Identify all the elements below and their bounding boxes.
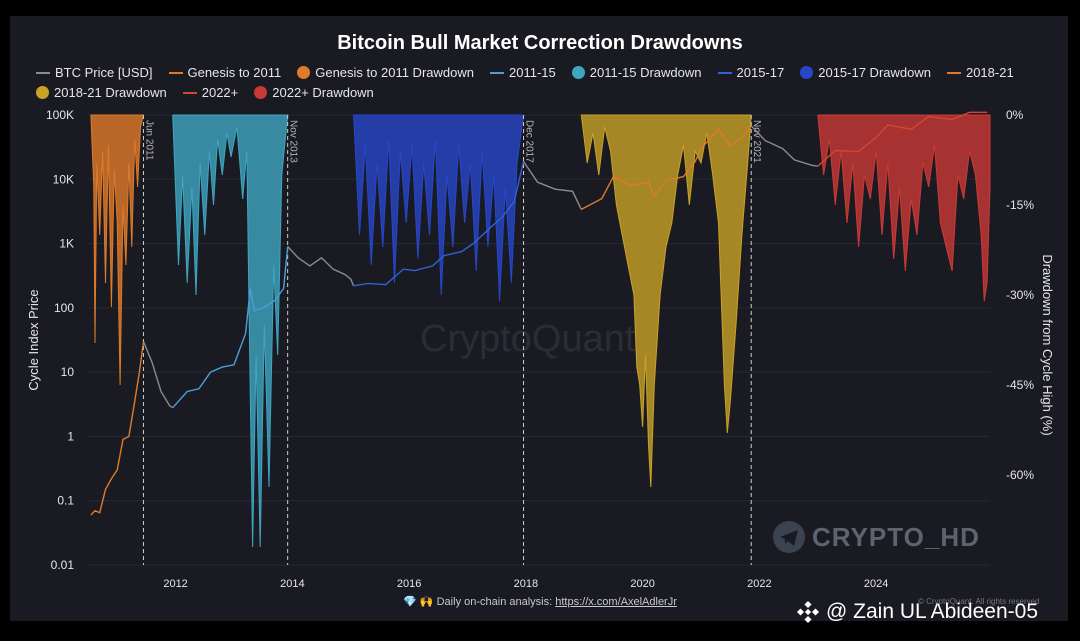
legend-item[interactable]: 2011-15 [489, 64, 556, 81]
legend-item[interactable]: 2011-15 Drawdown [571, 64, 702, 81]
legend-dot-swatch [254, 86, 268, 99]
y-tick-label: 10K [53, 172, 74, 186]
x-tick-label: 2018 [514, 578, 538, 590]
y-tick-label: 0.01 [51, 558, 75, 572]
y2-tick-label: -45% [1006, 378, 1034, 392]
cycle-marker-label: Nov 2021 [751, 120, 762, 163]
crypto-hd-watermark: CRYPTO_HD [772, 520, 980, 554]
crypto-hd-text: CRYPTO_HD [812, 521, 980, 552]
price-line [353, 161, 525, 287]
legend-line-swatch [182, 91, 197, 94]
x-tick-label: 2020 [630, 578, 654, 590]
cycle-marker-label: Nov 2013 [288, 120, 299, 163]
legend-label: 2018-21 Drawdown [54, 85, 167, 100]
legend-label: 2018-21 [965, 65, 1014, 80]
legend-item[interactable]: 2018-21 [946, 64, 1014, 81]
x-tick-label: 2016 [397, 578, 421, 590]
y-tick-label: 100 [54, 301, 74, 315]
y2-axis-label: Drawdown from Cycle High (%) [1040, 254, 1055, 435]
legend-line-swatch [36, 71, 50, 74]
y-tick-label: 0.1 [57, 494, 74, 508]
legend-line-swatch [717, 71, 732, 74]
legend-label: 2015-17 Drawdown [818, 65, 931, 80]
y-axis-label: Cycle Index Price [26, 289, 41, 390]
y-tick-label: 100K [46, 108, 74, 122]
y2-tick-label: 0% [1006, 108, 1024, 122]
price-line [580, 125, 752, 211]
cryptoquant-watermark: CryptoQuant [420, 318, 636, 360]
x-tick-label: 2022 [747, 578, 771, 590]
legend-label: 2011-15 [508, 65, 556, 80]
user-watermark-text: @ Zain UL Abideen-05 [826, 600, 1038, 623]
user-watermark: @ Zain UL Abideen-05 [796, 600, 1038, 624]
price-line [817, 111, 988, 167]
legend-label: 2011-15 Drawdown [589, 65, 702, 80]
legend-label: BTC Price [USD] [55, 65, 153, 80]
legend-line-swatch [489, 71, 504, 74]
copyright-credit: © CryptoQuant. All rights reserved [918, 597, 1040, 606]
legend-item[interactable]: 2015-17 Drawdown [800, 64, 931, 81]
footer-prefix: 💎 🙌 Daily on-chain analysis: [403, 596, 553, 608]
legend-label: 2022+ [201, 85, 239, 100]
legend-item[interactable]: Genesis to 2011 Drawdown [297, 64, 474, 81]
price-line [522, 161, 582, 210]
legend-line-swatch [946, 71, 961, 74]
legend-dot-swatch [571, 66, 585, 79]
legend-item[interactable]: 2022+ Drawdown [254, 84, 374, 101]
chart-title: Bitcoin Bull Market Correction Drawdowns [337, 32, 743, 54]
x-tick-label: 2012 [163, 578, 187, 590]
telegram-icon [773, 521, 805, 553]
y2-tick-label: -60% [1006, 468, 1034, 482]
legend-dot-swatch [800, 66, 814, 79]
legend-item[interactable]: 2015-17 [717, 64, 785, 81]
price-line [750, 125, 818, 167]
legend-label: Genesis to 2011 Drawdown [315, 65, 474, 80]
cycle-marker-label: Dec 2017 [524, 120, 535, 163]
footer: 💎 🙌 Daily on-chain analysis: https://x.c… [0, 595, 1080, 608]
drawdown-area [817, 114, 991, 302]
drawdown-area [90, 114, 145, 386]
legend-item[interactable]: Genesis to 2011 [168, 64, 282, 81]
y-tick-label: 1 [67, 429, 74, 443]
drawdown-area [172, 114, 289, 548]
binance-icon [796, 600, 820, 624]
price-line [142, 341, 174, 409]
legend-item[interactable]: BTC Price [USD] [36, 64, 153, 81]
y-tick-label: 1K [59, 237, 74, 251]
cycle-marker-label: Jun 2011 [143, 120, 154, 161]
y2-tick-label: -30% [1006, 288, 1034, 302]
price-line [172, 246, 289, 409]
legend-item[interactable]: 2018-21 Drawdown [36, 84, 167, 101]
y-tick-label: 10 [61, 365, 75, 379]
legend-label: 2022+ Drawdown [272, 85, 374, 100]
legend-item[interactable]: 2022+ [182, 84, 239, 101]
y2-tick-label: -15% [1006, 198, 1034, 212]
price-line [90, 341, 145, 516]
drawdown-area [353, 114, 524, 302]
legend-line-swatch [168, 71, 183, 74]
price-line [287, 246, 355, 287]
legend-label: Genesis to 2011 [187, 65, 282, 80]
x-tick-label: 2024 [864, 578, 888, 590]
legend-dot-swatch [297, 66, 311, 79]
legend-label: 2015-17 [736, 65, 785, 80]
chart-legend: BTC Price [USD] Genesis to 2011 Genesis to… [36, 64, 1046, 101]
footer-link[interactable]: https://x.com/AxelAdlerJr [555, 596, 677, 608]
legend-dot-swatch [36, 86, 49, 99]
drawdown-area [580, 114, 752, 488]
x-tick-label: 2014 [280, 578, 304, 590]
